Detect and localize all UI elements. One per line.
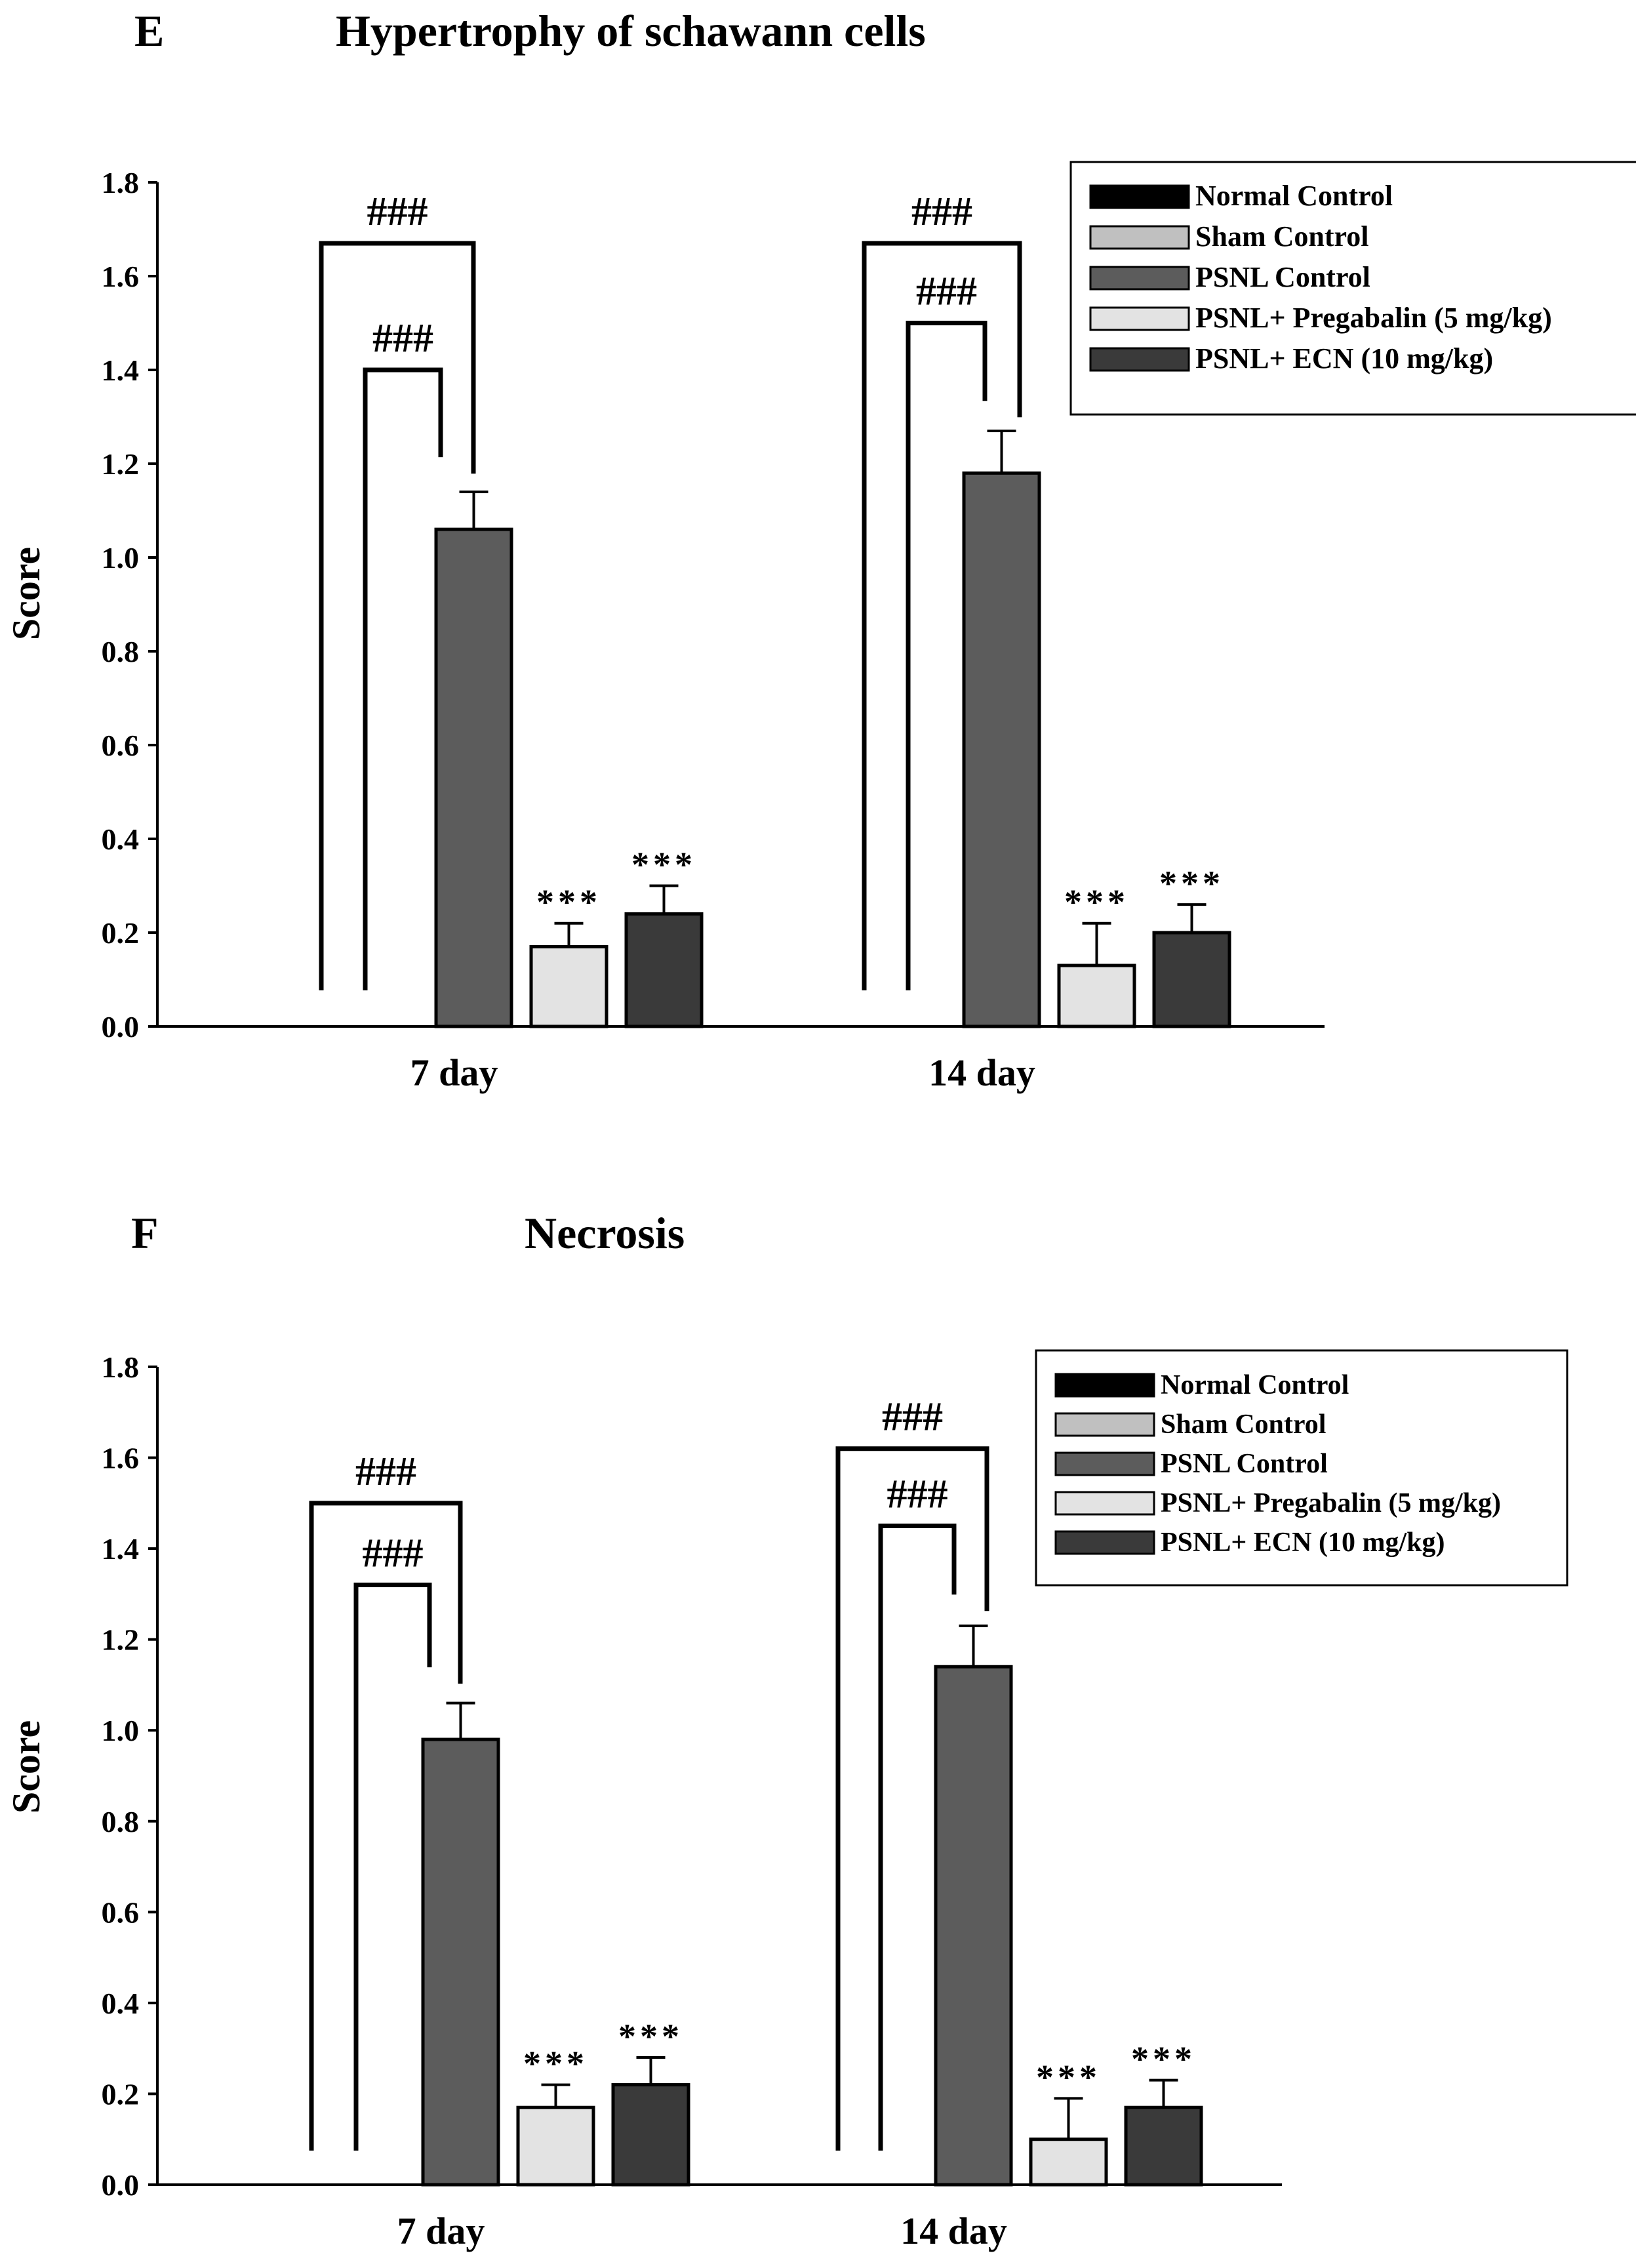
- y-tick-label: 1.6: [102, 260, 140, 293]
- bracket-label: ###: [882, 1395, 943, 1440]
- legend-label: PSNL+ Pregabalin (5 mg/kg): [1195, 302, 1552, 334]
- y-tick-label: 1.0: [102, 541, 140, 575]
- y-tick-label: 1.8: [102, 1350, 140, 1384]
- x-tick-label: 14 day: [900, 2210, 1007, 2252]
- legend-label: Normal Control: [1195, 180, 1393, 212]
- bracket-label: ###: [355, 1449, 416, 1494]
- significance-label: ***: [536, 883, 601, 922]
- legend-label: Normal Control: [1161, 1370, 1349, 1400]
- y-tick-label: 0.0: [102, 1010, 140, 1043]
- bracket-label: ###: [911, 190, 972, 234]
- y-tick-label: 0.4: [102, 1987, 140, 2020]
- legend-swatch: [1054, 1451, 1155, 1476]
- y-tick-label: 1.4: [102, 1532, 140, 1566]
- y-tick-label: 1.8: [102, 166, 140, 199]
- bar-chart-hypertrophy: 0.0 0.2 0.4 0.6 0.8 1.0 1.2 1.4 1.6 1.8 Score *** **…: [5, 161, 1636, 1094]
- y-tick-label: 0.6: [102, 1895, 140, 1929]
- y-tick-label: 1.0: [102, 1714, 140, 1747]
- y-tick-label: 1.6: [102, 1442, 140, 1475]
- bar: [1124, 2105, 1203, 2187]
- bar: [434, 527, 513, 1028]
- y-axis-label: Score: [5, 1720, 48, 1813]
- y-tick-label: 0.8: [102, 635, 140, 668]
- legend-label: Sham Control: [1161, 1409, 1326, 1440]
- significance-label: ***: [631, 845, 696, 885]
- x-tick-label: 14 day: [928, 1051, 1035, 1094]
- bar: [624, 912, 704, 1028]
- significance-bracket: [835, 1446, 989, 2151]
- legend-label: PSNL+ Pregabalin (5 mg/kg): [1161, 1488, 1501, 1518]
- significance-bracket: [878, 1523, 957, 2151]
- legend-label: PSNL+ ECN (10 mg/kg): [1195, 342, 1493, 375]
- bar: [611, 2083, 690, 2187]
- legend-swatch: [1089, 225, 1190, 250]
- legend-swatch: [1089, 306, 1190, 331]
- significance-bracket: [906, 321, 988, 990]
- bar: [516, 2105, 595, 2187]
- bar: [1029, 2137, 1108, 2187]
- legend-label: PSNL Control: [1195, 261, 1370, 293]
- y-tick-label: 0.6: [102, 729, 140, 762]
- legend-label: PSNL+ ECN (10 mg/kg): [1161, 1528, 1445, 1558]
- bracket-label: ###: [367, 190, 428, 234]
- bar: [962, 471, 1041, 1028]
- y-tick-label: 0.2: [102, 916, 140, 950]
- y-tick-label: 1.2: [102, 447, 140, 481]
- bracket-label: ###: [887, 1472, 948, 1516]
- significance-bracket: [309, 1501, 463, 2151]
- chart-title: Hypertrophy of schawann cells: [336, 6, 926, 56]
- y-tick-label: 0.8: [102, 1805, 140, 1838]
- y-tick-label: 0.2: [102, 2077, 140, 2111]
- significance-label: ***: [618, 2017, 683, 2056]
- significance-bracket: [319, 241, 476, 990]
- significance-bracket: [353, 1583, 432, 2151]
- panel-label: E: [134, 6, 165, 56]
- bracket-label: ###: [916, 270, 977, 314]
- legend-swatch: [1054, 1491, 1155, 1516]
- bar: [934, 1665, 1013, 2187]
- bar: [1057, 963, 1136, 1028]
- panel-e: E Hypertrophy of schawann cells 0.0 0.2 0.…: [5, 6, 1636, 1094]
- significance-label: ***: [1036, 2057, 1101, 2097]
- y-tick-label: 0.4: [102, 822, 140, 856]
- bracket-label: ###: [372, 316, 433, 361]
- legend-swatch: [1089, 184, 1190, 209]
- significance-bracket: [862, 241, 1022, 990]
- bracket-label: ###: [363, 1531, 424, 1576]
- significance-label: ***: [1064, 883, 1129, 922]
- bar: [421, 1737, 500, 2187]
- bar: [1152, 931, 1231, 1028]
- legend-swatch: [1089, 347, 1190, 372]
- legend-label: Sham Control: [1195, 220, 1368, 253]
- chart-title: Necrosis: [525, 1208, 685, 1258]
- y-tick-label: 1.4: [102, 354, 140, 387]
- x-tick-label: 7 day: [410, 1051, 498, 1094]
- legend-swatch: [1054, 1412, 1155, 1437]
- significance-label: ***: [523, 2044, 588, 2084]
- significance-label: ***: [1131, 2040, 1196, 2079]
- panel-f: F Necrosis 0.0 0.2 0.4 0.6 0.8 1.0 1.2 1.4 1.6 1.…: [0, 1134, 1636, 2268]
- legend-swatch: [1054, 1530, 1155, 1555]
- y-axis-label: Score: [5, 547, 48, 640]
- bar: [529, 944, 609, 1028]
- panel-label: F: [131, 1208, 159, 1258]
- bar-chart-necrosis: 0.0 0.2 0.4 0.6 0.8 1.0 1.2 1.4 1.6 1.8 Score *** **…: [5, 1349, 1568, 2252]
- legend-swatch: [1089, 266, 1190, 291]
- legend-label: PSNL Control: [1161, 1449, 1328, 1479]
- y-tick-label: 1.2: [102, 1623, 140, 1657]
- significance-bracket: [363, 367, 443, 990]
- legend-swatch: [1054, 1373, 1155, 1398]
- x-tick-label: 7 day: [397, 2210, 485, 2252]
- y-tick-label: 0.0: [102, 2168, 140, 2202]
- significance-label: ***: [1159, 864, 1224, 903]
